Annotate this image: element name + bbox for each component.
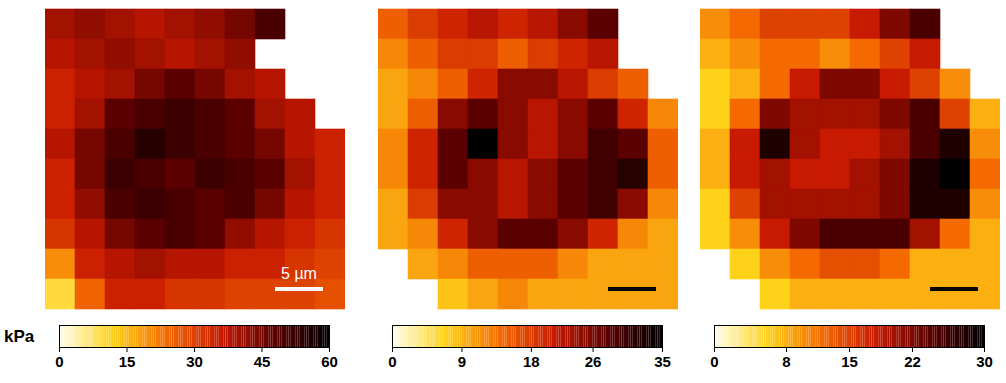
svg-text:0: 0: [55, 353, 63, 370]
svg-text:15: 15: [841, 353, 858, 370]
svg-text:60: 60: [321, 353, 338, 370]
svg-text:22: 22: [904, 353, 921, 370]
svg-text:0: 0: [710, 353, 718, 370]
html-text:kPa: kPa: [4, 327, 35, 346]
svg-text:18: 18: [523, 353, 540, 370]
svg-text:5 µm: 5 µm: [281, 265, 317, 282]
svg-text:30: 30: [976, 353, 993, 370]
svg-text:15: 15: [119, 353, 136, 370]
svg-text:26: 26: [585, 353, 602, 370]
svg-text:0: 0: [388, 353, 396, 370]
svg-text:45: 45: [254, 353, 271, 370]
svg-text:9: 9: [458, 353, 466, 370]
svg-text:30: 30: [186, 353, 203, 370]
svg-text:35: 35: [654, 353, 671, 370]
svg-text:8: 8: [782, 353, 790, 370]
